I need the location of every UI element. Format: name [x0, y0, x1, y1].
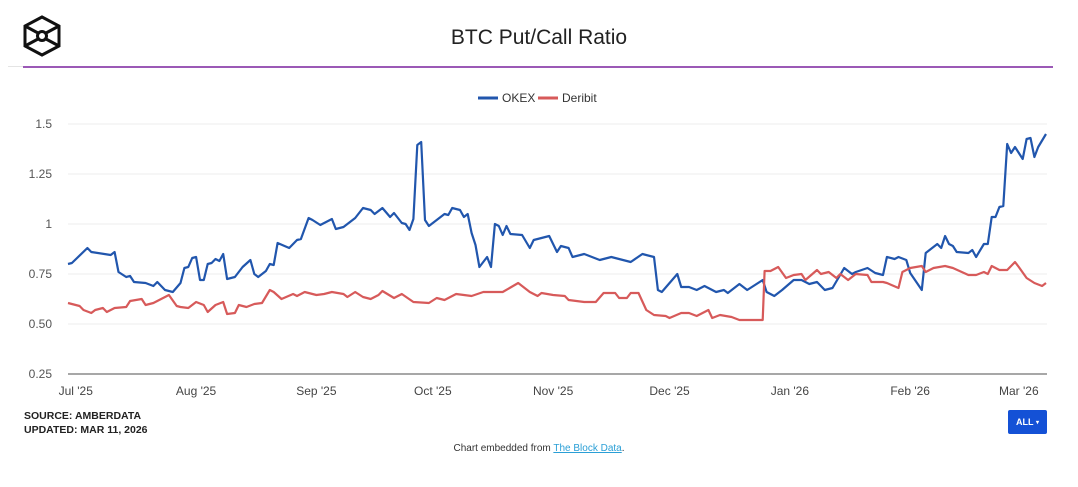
y-tick-label: 1.25	[29, 167, 53, 181]
legend-label: Deribit	[562, 91, 597, 105]
x-tick-label: Jan '26	[771, 384, 810, 398]
x-tick-label: Sep '25	[296, 384, 337, 398]
source-label: SOURCE: AMBERDATA	[24, 410, 142, 422]
x-tick-label: Mar '26	[999, 384, 1039, 398]
x-tick-label: Feb '26	[890, 384, 930, 398]
series-line-deribit	[67, 260, 1047, 322]
chart-title: BTC Put/Call Ratio	[450, 26, 628, 49]
x-tick-label: Oct '25	[414, 384, 452, 398]
chevron-down-icon: ▾	[1036, 419, 1040, 426]
x-tick-label: Dec '25	[649, 384, 690, 398]
x-tick-label: Aug '25	[176, 384, 217, 398]
y-tick-label: 0.75	[29, 267, 53, 281]
embed-note: Chart embedded from The Block Data.	[0, 443, 1078, 454]
time-range-button[interactable]: ALL ▾	[1008, 410, 1047, 434]
the-block-data-link[interactable]: The Block Data	[553, 443, 622, 454]
y-tick-label: 1	[45, 217, 52, 231]
header-divider	[23, 66, 1053, 68]
y-tick-label: 0.25	[29, 367, 53, 381]
series-line-okex	[67, 133, 1047, 298]
embed-suffix: .	[621, 443, 625, 454]
x-tick-label: Jul '25	[59, 384, 94, 398]
the-block-logo	[23, 15, 61, 57]
y-tick-label: 1.5	[35, 117, 52, 131]
put-call-ratio-chart: 0.25 0.50 0.75 1 1.25 1.5 Jul '25 Aug '25 Sep '…	[29, 91, 1047, 398]
legend-label: OKEX	[502, 91, 535, 105]
legend-item-okex[interactable]: OKEX	[478, 91, 535, 105]
legend-item-deribit[interactable]: Deribit	[538, 91, 597, 105]
y-tick-label: 0.50	[29, 317, 53, 331]
header-divider-left	[8, 66, 24, 67]
updated-label: UPDATED: MAR 11, 2026	[24, 424, 148, 436]
source-info: SOURCE: AMBERDATA UPDATED: MAR 11, 2026	[24, 409, 148, 437]
embed-prefix: Chart embedded from	[453, 443, 554, 454]
time-range-label: ALL	[1015, 417, 1034, 427]
x-tick-label: Nov '25	[533, 384, 574, 398]
